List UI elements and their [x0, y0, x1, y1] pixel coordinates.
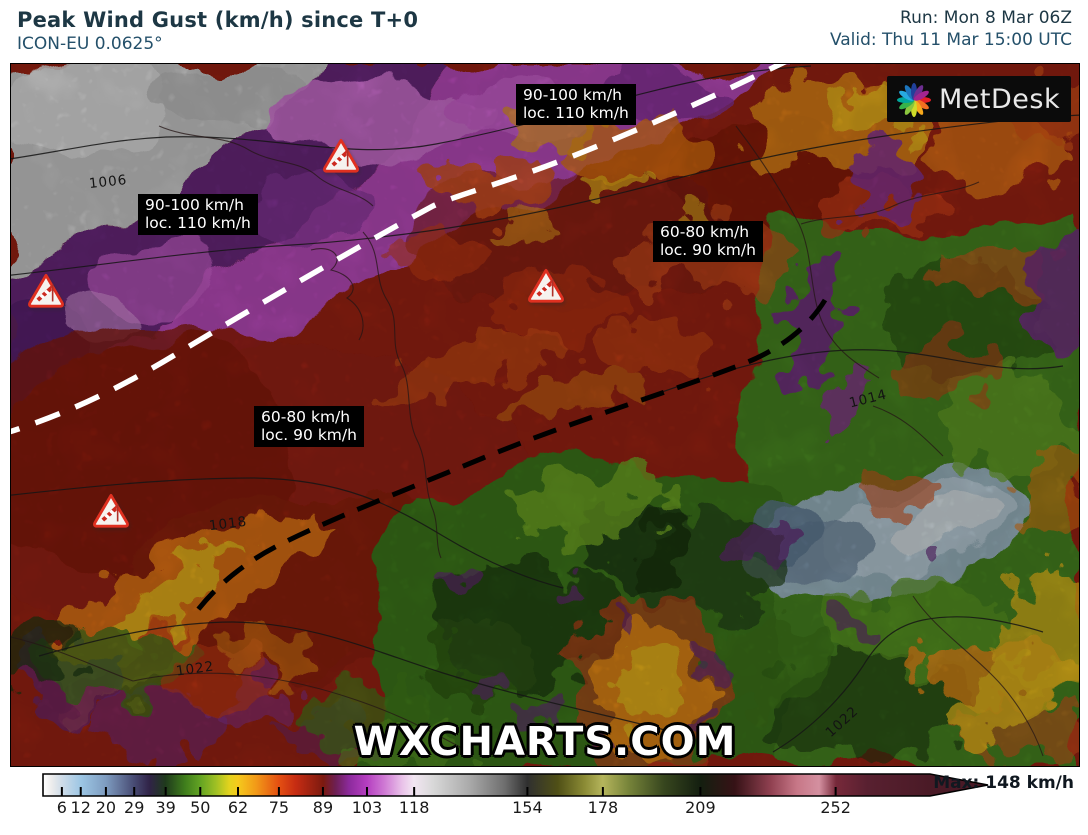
gust-local: loc. 90 km/h — [261, 426, 357, 444]
gust-local: loc. 110 km/h — [145, 214, 251, 232]
metdesk-logo: MetDesk — [887, 76, 1071, 122]
max-gust-label: Max: 148 km/h — [933, 773, 1074, 793]
legend-tick: 252 — [820, 798, 851, 817]
legend-tick: 6 — [56, 798, 67, 817]
gust-local: loc. 110 km/h — [523, 104, 629, 122]
gust-annotation: 90-100 km/h loc. 110 km/h — [138, 194, 258, 235]
noise-texture-coarse — [11, 64, 1079, 766]
coastline-borders — [11, 125, 1044, 757]
legend-tick: 12 — [70, 798, 91, 817]
header: Peak Wind Gust (km/h) since T+0 ICON-EU … — [0, 0, 1088, 63]
gust-annotation: 60-80 km/h loc. 90 km/h — [653, 221, 763, 262]
wxcharts-watermark: WXCHARTS.COM — [353, 719, 737, 765]
colour-scale-legend: 6 12 20 29 39 50 62 75 89 103 118 154 17… — [0, 765, 1088, 835]
legend-tick: 29 — [124, 798, 145, 817]
gust-range: 90-100 km/h — [145, 196, 244, 214]
legend-tick: 178 — [587, 798, 619, 817]
page-title: Peak Wind Gust (km/h) since T+0 — [17, 8, 419, 32]
wind-field-layer — [11, 64, 1079, 766]
wind-warning-icon — [28, 273, 64, 308]
black-dashed-front-line — [188, 298, 828, 621]
wind-gust-map: 1006 1014 1018 1022 1022 90-100 km/h loc… — [10, 63, 1080, 767]
legend-tick: 118 — [398, 798, 430, 817]
metdesk-logo-text: MetDesk — [939, 83, 1061, 115]
wind-warning-icon — [93, 493, 129, 528]
legend-tick: 154 — [512, 798, 543, 817]
legend-tick: 209 — [685, 798, 716, 817]
legend-tick: 89 — [312, 798, 334, 817]
legend-tick: 20 — [95, 798, 117, 817]
legend-tick: 39 — [155, 798, 176, 817]
legend-tick: 62 — [227, 798, 249, 817]
gust-range: 60-80 km/h — [660, 223, 750, 241]
legend-tick: 50 — [190, 798, 211, 817]
legend-tick: 75 — [268, 798, 290, 817]
white-dashed-front-line — [11, 64, 787, 435]
gust-range: 90-100 km/h — [523, 86, 622, 104]
model-subtitle: ICON-EU 0.0625° — [17, 34, 163, 54]
gust-annotation: 60-80 km/h loc. 90 km/h — [254, 406, 364, 447]
run-time: Run: Mon 8 Mar 06Z — [900, 8, 1072, 28]
gust-local: loc. 90 km/h — [660, 241, 756, 259]
gust-range: 60-80 km/h — [261, 408, 351, 426]
valid-time: Valid: Thu 11 Mar 15:00 UTC — [829, 30, 1072, 50]
metdesk-pinwheel-icon — [897, 83, 931, 117]
wind-warning-icon — [323, 138, 359, 173]
colour-scale-bar — [42, 773, 989, 797]
gust-annotation: 90-100 km/h loc. 110 km/h — [516, 84, 636, 125]
legend-tick: 103 — [351, 798, 383, 817]
wind-warning-icon — [528, 268, 564, 303]
